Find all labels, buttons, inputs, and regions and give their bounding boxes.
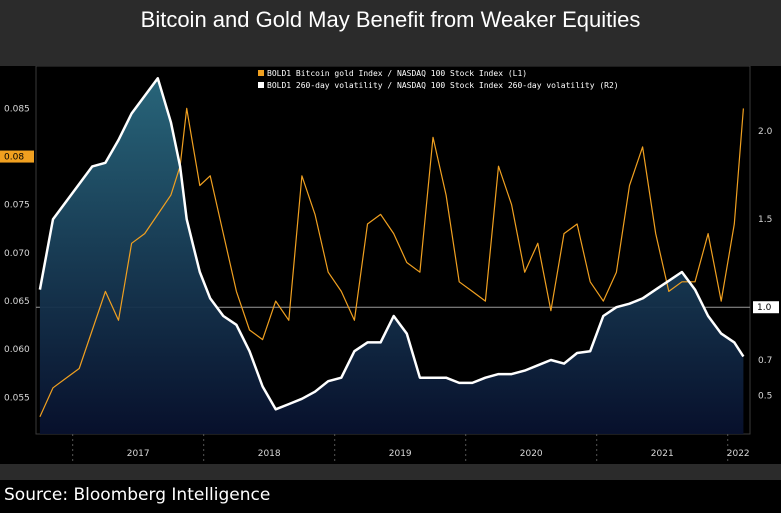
legend-swatch [258, 82, 264, 88]
right-current-value-label: 0.7 [758, 356, 772, 366]
left-tick-label: 0.075 [4, 201, 30, 211]
legend-label: BOLD1 260-day volatility / NASDAQ 100 St… [267, 81, 619, 90]
chart-title: Bitcoin and Gold May Benefit from Weaker… [140, 7, 641, 32]
bitcoin-gold-nasdaq-line [39, 107, 744, 417]
volatility-ratio-line [38, 77, 745, 411]
legend-swatch [258, 70, 264, 76]
reference-value-tag [753, 301, 779, 314]
chart-svg: 0.0850.0800.0750.0700.0650.0600.0550.082… [0, 66, 779, 464]
x-tick-label: 2021 [651, 449, 674, 459]
left-tick-label: 0.085 [4, 104, 30, 114]
chart-panel: 0.0850.0800.0750.0700.0650.0600.0550.082… [0, 66, 781, 464]
left-tick-label: 0.070 [4, 249, 30, 259]
x-tick-label: 2019 [389, 449, 412, 459]
reference-value-label: 1.0 [757, 303, 772, 313]
left-tick-label: 0.060 [4, 345, 30, 355]
right-tick-label: 2.0 [758, 127, 773, 137]
left-current-value-label: 0.08 [4, 153, 24, 163]
left-tick-label: 0.055 [4, 393, 30, 403]
x-tick-label: 2018 [258, 449, 281, 459]
left-current-value-tag [0, 150, 34, 163]
right-tick-label: 0.5 [758, 391, 772, 401]
left-tick-label: 0.065 [4, 297, 30, 307]
source-note: Source: Bloomberg Intelligence [0, 480, 781, 513]
x-tick-label: 2020 [520, 449, 543, 459]
legend-label: BOLD1 Bitcoin gold Index / NASDAQ 100 St… [267, 69, 527, 78]
right-tick-label: 1.5 [758, 215, 772, 225]
volatility-area [39, 78, 744, 435]
x-tick-label: 2017 [127, 449, 150, 459]
x-tick-label: 2022 [727, 449, 750, 459]
